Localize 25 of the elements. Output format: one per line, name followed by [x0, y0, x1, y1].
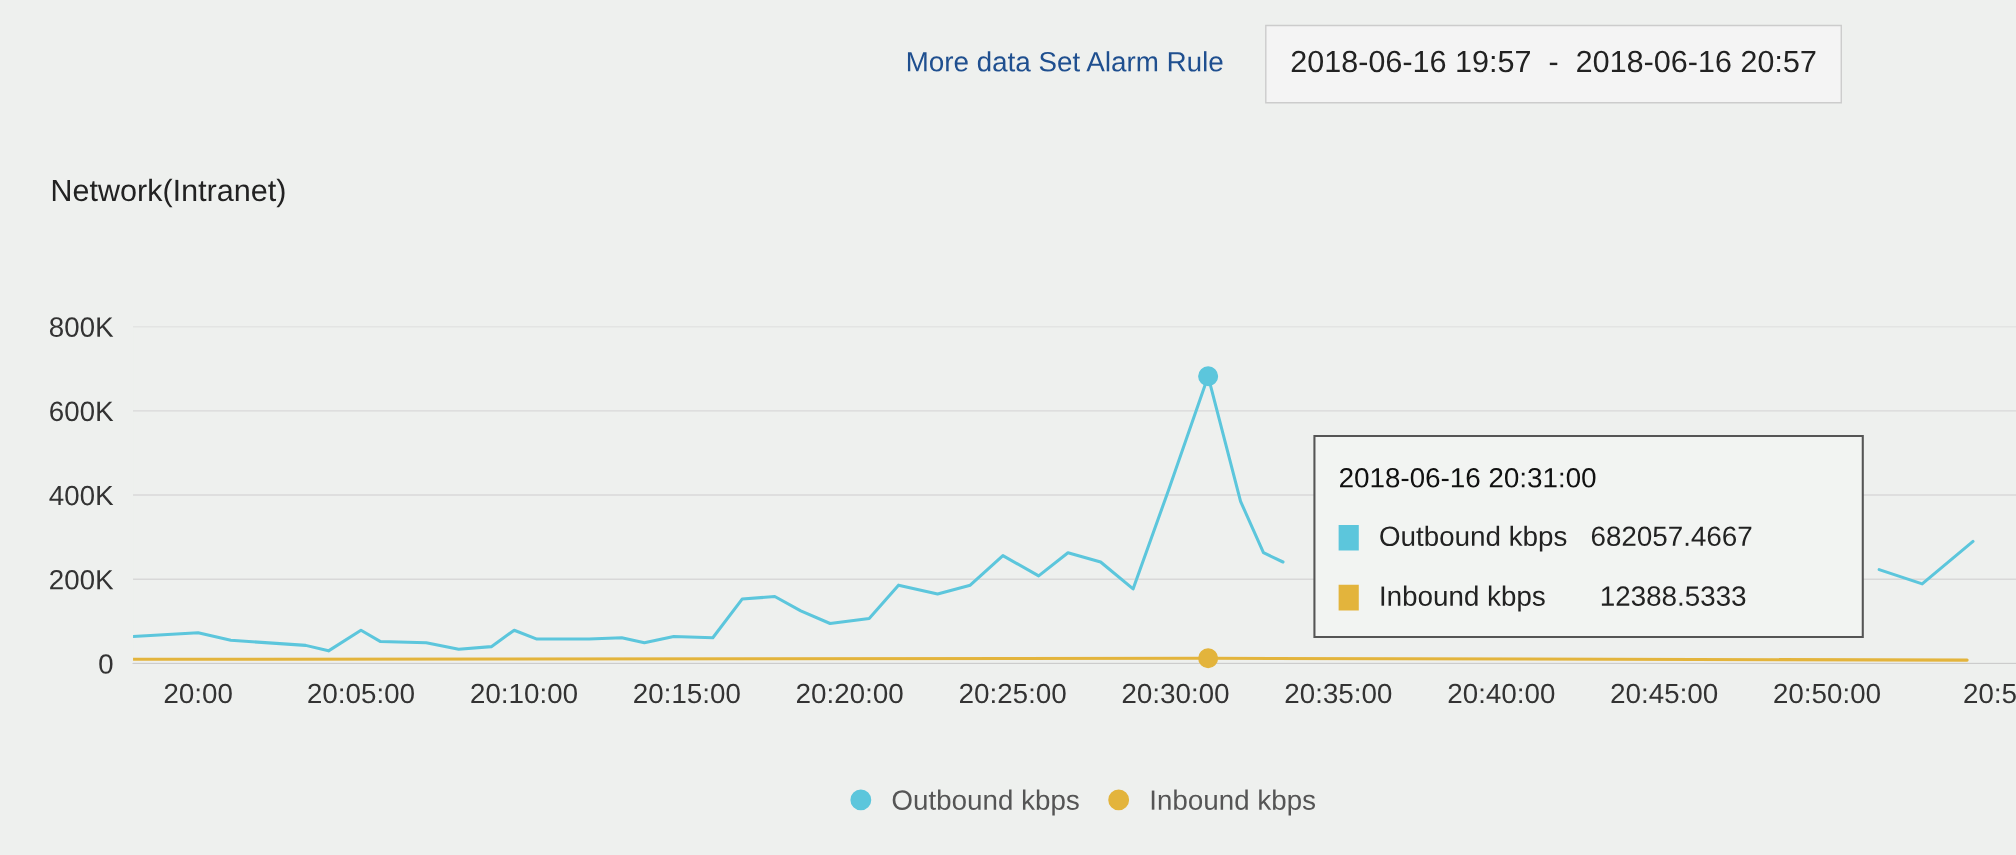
x-tick-label: 20:5 — [1964, 683, 2016, 704]
annotation: Inbound kbps 12388.5333 — [1381, 585, 1746, 612]
x-tick-label: 20:40:00 — [1448, 683, 1555, 704]
legend-label: Outbound kbps — [892, 789, 1079, 816]
y-tick-label: 200K — [50, 569, 114, 590]
y-tick-label: 800K — [49, 317, 114, 337]
chart-title: Network(Intranet) — [52, 178, 285, 208]
x-tick-label: 20:05:00 — [308, 683, 414, 704]
y-tick-label: 600K — [50, 401, 114, 422]
x-tick-label: 20:15:00 — [634, 683, 740, 704]
x-tick-label: 20:45:00 — [1611, 683, 1718, 704]
x-tick-label: 20:25:00 — [960, 683, 1066, 704]
y-tick-label: 0 — [99, 654, 113, 674]
x-tick-label: 20:35:00 — [1285, 683, 1392, 704]
x-tick-label: 20:10:00 — [471, 683, 577, 704]
text: 2018-06-16 19:57 - 2018-06-16 20:57 — [1291, 50, 1816, 73]
annotation: 2018-06-16 20:31:00 — [1340, 467, 1596, 488]
x-tick-label: 20:00 — [164, 683, 232, 704]
text: More data Set Alarm Rule — [907, 51, 1223, 72]
x-tick-label: 20:30:00 — [1122, 683, 1229, 704]
y-tick-label: 400K — [49, 485, 114, 506]
annotation: Outbound kbps 682057.4667 — [1380, 525, 1752, 552]
legend-label: Inbound kbps — [1151, 789, 1316, 816]
x-tick-label: 20:20:00 — [796, 683, 903, 704]
x-tick-label: 20:50:00 — [1774, 683, 1880, 704]
